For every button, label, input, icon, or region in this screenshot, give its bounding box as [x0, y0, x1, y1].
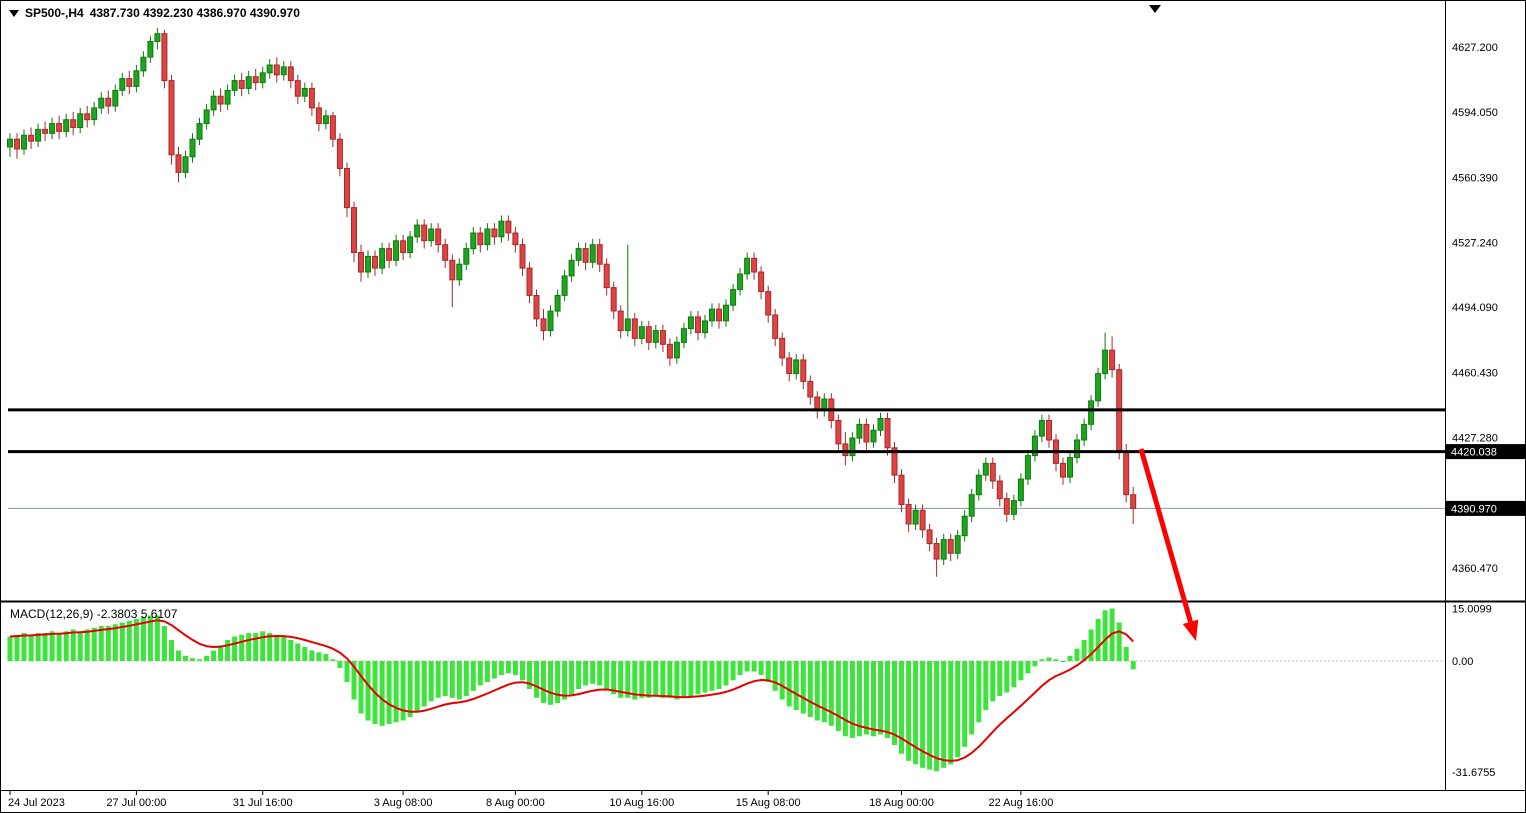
ohlc-readout: 4387.730 4392.230 4386.970 4390.970: [89, 6, 300, 20]
svg-text:4360.470: 4360.470: [1452, 563, 1498, 575]
svg-text:0.00: 0.00: [1452, 656, 1473, 668]
macd-histogram: [7, 608, 1136, 772]
svg-text:3 Aug 08:00: 3 Aug 08:00: [374, 797, 433, 809]
symbol-dropdown-icon[interactable]: [9, 9, 19, 17]
svg-text:4390.970: 4390.970: [1451, 503, 1497, 515]
svg-text:4420.038: 4420.038: [1451, 447, 1497, 459]
sell-signal-arrow[interactable]: [1138, 448, 1199, 641]
chart-header: SP500-,H4 4387.730 4392.230 4386.970 439…: [9, 6, 300, 20]
macd-indicator-label: MACD(12,26,9) -2.3803 5.6107: [10, 607, 178, 621]
svg-text:8 Aug 00:00: 8 Aug 00:00: [486, 797, 545, 809]
svg-text:24 Jul 2023: 24 Jul 2023: [8, 797, 65, 809]
svg-text:10 Aug 16:00: 10 Aug 16:00: [609, 797, 674, 809]
svg-text:18 Aug 00:00: 18 Aug 00:00: [869, 797, 934, 809]
svg-text:4460.430: 4460.430: [1452, 368, 1498, 380]
candlestick-series[interactable]: [7, 27, 1137, 577]
macd-signal-line: [9, 619, 1134, 762]
price-axis-labels: 4627.200 4594.050 4560.390 4527.240 4494.090…: [1452, 42, 1498, 575]
svg-text:15.0099: 15.0099: [1452, 604, 1492, 616]
chart-shift-marker-icon[interactable]: [1149, 5, 1161, 13]
time-axis-labels: 24 Jul 2023 27 Jul 00:00 31 Jul 16:00 3 Aug…: [8, 791, 1053, 809]
svg-text:22 Aug 16:00: 22 Aug 16:00: [988, 797, 1053, 809]
svg-text:4594.050: 4594.050: [1452, 107, 1498, 119]
svg-text:4527.240: 4527.240: [1452, 237, 1498, 249]
svg-text:4494.090: 4494.090: [1452, 302, 1498, 314]
svg-text:-31.6755: -31.6755: [1452, 767, 1495, 779]
svg-text:15 Aug 08:00: 15 Aug 08:00: [736, 797, 801, 809]
svg-text:4427.280: 4427.280: [1452, 433, 1498, 445]
price-badge-4390.970: 4390.970: [1446, 500, 1525, 516]
svg-text:4560.390: 4560.390: [1452, 173, 1498, 185]
svg-text:27 Jul 00:00: 27 Jul 00:00: [106, 797, 166, 809]
symbol-timeframe-label: SP500-,H4: [25, 6, 84, 20]
price-badge-4420.038: 4420.038: [1446, 444, 1525, 460]
macd-axis-labels: 15.0099 0.00 -31.6755: [1452, 604, 1495, 779]
svg-text:4627.200: 4627.200: [1452, 42, 1498, 54]
svg-text:31 Jul 16:00: 31 Jul 16:00: [233, 797, 293, 809]
